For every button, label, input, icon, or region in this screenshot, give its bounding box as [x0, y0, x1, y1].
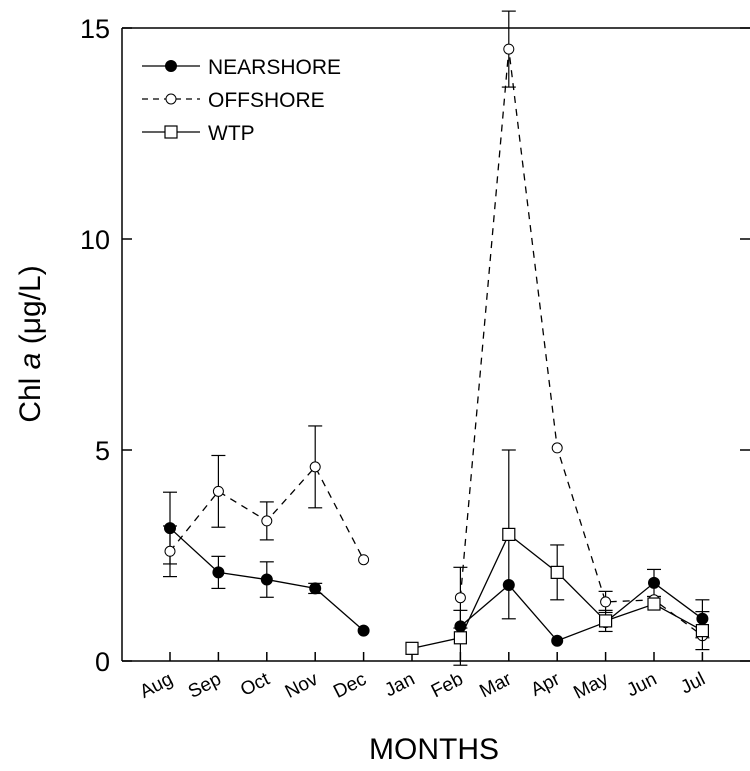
y-axis-ticks: 0 5 10 15: [80, 14, 750, 677]
legend: NEARSHORE OFFSHORE WTP: [142, 56, 341, 145]
x-tick-label: Oct: [237, 668, 274, 700]
data-point: [598, 614, 613, 628]
legend-marker: [165, 60, 177, 72]
y-tick-label: 15: [80, 14, 110, 44]
data-point: [212, 485, 224, 497]
y-axis-title-part: (μg/L): [14, 265, 47, 352]
data-point: [550, 565, 564, 579]
legend-marker: [165, 93, 177, 105]
series-layer: [163, 10, 710, 666]
series-line: [459, 49, 703, 637]
data-point: [309, 582, 322, 595]
data-point: [405, 641, 419, 655]
x-tick-label: Apr: [528, 668, 564, 700]
data-point: [357, 624, 370, 637]
x-tick-label: May: [570, 669, 612, 704]
x-axis-ticks: Aug Sep Oct Nov Dec Jan Feb Mar Apr May Jun Jul: [137, 652, 709, 704]
data-point: [309, 461, 321, 473]
y-axis-title-part-italic: a: [14, 353, 47, 370]
plot-axes: [121, 27, 750, 662]
data-point: [551, 442, 563, 454]
x-axis-title: MONTHS: [369, 733, 499, 766]
legend-label: OFFSHORE: [208, 89, 325, 112]
legend-entry-nearshore: NEARSHORE: [142, 56, 341, 79]
y-tick-label: 10: [80, 225, 110, 255]
data-point: [358, 554, 370, 566]
x-tick-label: Sep: [185, 669, 225, 703]
data-point: [502, 527, 516, 542]
x-tick-label: Feb: [428, 669, 467, 703]
legend-entry-wtp: WTP: [142, 122, 255, 145]
legend-marker: [164, 125, 178, 139]
x-tick-label: Aug: [137, 669, 177, 703]
y-axis-title: Chl a (μg/L): [14, 265, 47, 422]
data-point: [164, 545, 176, 557]
y-axis-title-part: Chl: [14, 369, 47, 422]
data-point: [695, 624, 710, 638]
data-point: [260, 573, 273, 586]
series-nearshore: [163, 491, 710, 647]
y-tick-label: 0: [95, 647, 110, 677]
data-point: [600, 596, 612, 608]
data-point: [212, 566, 225, 579]
data-point: [453, 631, 467, 645]
x-tick-label: Nov: [282, 669, 322, 703]
data-point: [648, 576, 660, 589]
legend-label: NEARSHORE: [208, 56, 341, 79]
data-point: [503, 43, 515, 55]
series-line: [459, 582, 703, 642]
x-tick-label: Jan: [381, 669, 418, 702]
series-offshore: [163, 10, 708, 642]
legend-label: WTP: [208, 122, 255, 145]
y-tick-label: 5: [95, 436, 110, 466]
x-tick-label: Mar: [476, 668, 515, 702]
x-tick-label: Dec: [330, 669, 370, 703]
data-point: [261, 515, 273, 527]
legend-entry-offshore: OFFSHORE: [142, 89, 325, 112]
series-wtp: [405, 449, 710, 666]
data-point: [647, 597, 661, 611]
x-tick-label: Jul: [677, 669, 708, 699]
x-tick-label: Jun: [623, 669, 660, 702]
data-point: [551, 634, 564, 647]
data-point: [454, 592, 466, 604]
